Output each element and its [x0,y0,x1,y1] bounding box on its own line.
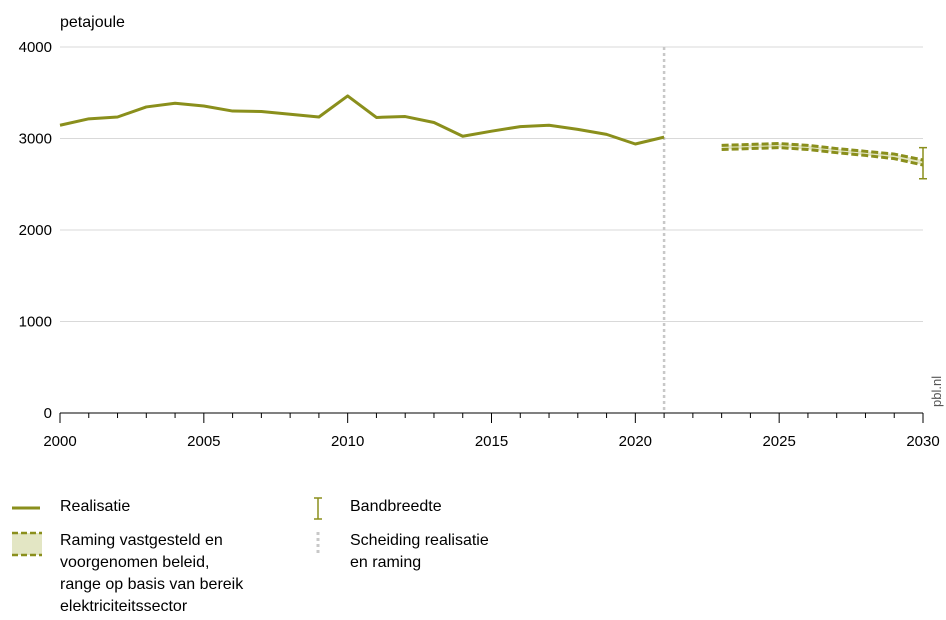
x-tick-label: 2025 [762,433,795,450]
x-tick-label: 2015 [475,433,508,450]
legend-separator-icon [316,532,320,554]
y-axis-unit-label: petajoule [60,14,125,31]
legend-label: Scheiding realisatie en raming [350,532,489,571]
legend-line-icon [12,506,40,510]
legend-errorbar-icon [314,497,322,520]
forecast-band [721,142,924,167]
x-tick-label: 2005 [187,433,220,450]
legend-label: Realisatie [60,498,131,515]
legend-item-bandbreedte: Bandbreedte [300,496,600,522]
legend-item-scheiding: Scheiding realisatie en raming [300,530,600,576]
legend-band-icon [12,531,42,557]
bandwidth-marker [919,146,927,180]
forecast-upper-line [721,142,924,162]
legend-item-raming: Raming vastgesteld en voorgenomen beleid… [0,530,300,620]
x-tick-label: 2010 [331,433,364,450]
grid-lines [60,46,923,322]
forecast-lower-line [721,146,924,167]
legend-label: Bandbreedte [350,498,442,515]
y-tick-label: 0 [44,405,52,422]
x-ticks: 2000 2005 2010 2015 2020 2025 2030 [43,413,940,450]
y-tick-label: 1000 [19,314,52,331]
y-ticks: 0 1000 2000 3000 4000 [19,39,52,422]
legend-item-realisatie: Realisatie [0,496,300,520]
x-tick-label: 2000 [43,433,76,450]
chart: 2000 2005 2010 2015 2020 2025 2030 0 1000 2000 30… [19,14,944,450]
x-tick-label: 2020 [619,433,652,450]
y-tick-label: 2000 [19,222,52,239]
y-tick-label: 3000 [19,131,52,148]
credit-label: pbl.nl [929,376,944,407]
legend-label: Raming vastgesteld en voorgenomen beleid… [60,532,244,615]
realisatie-series-line [59,94,665,146]
x-tick-label: 2030 [906,433,939,450]
y-tick-label: 4000 [19,39,52,56]
